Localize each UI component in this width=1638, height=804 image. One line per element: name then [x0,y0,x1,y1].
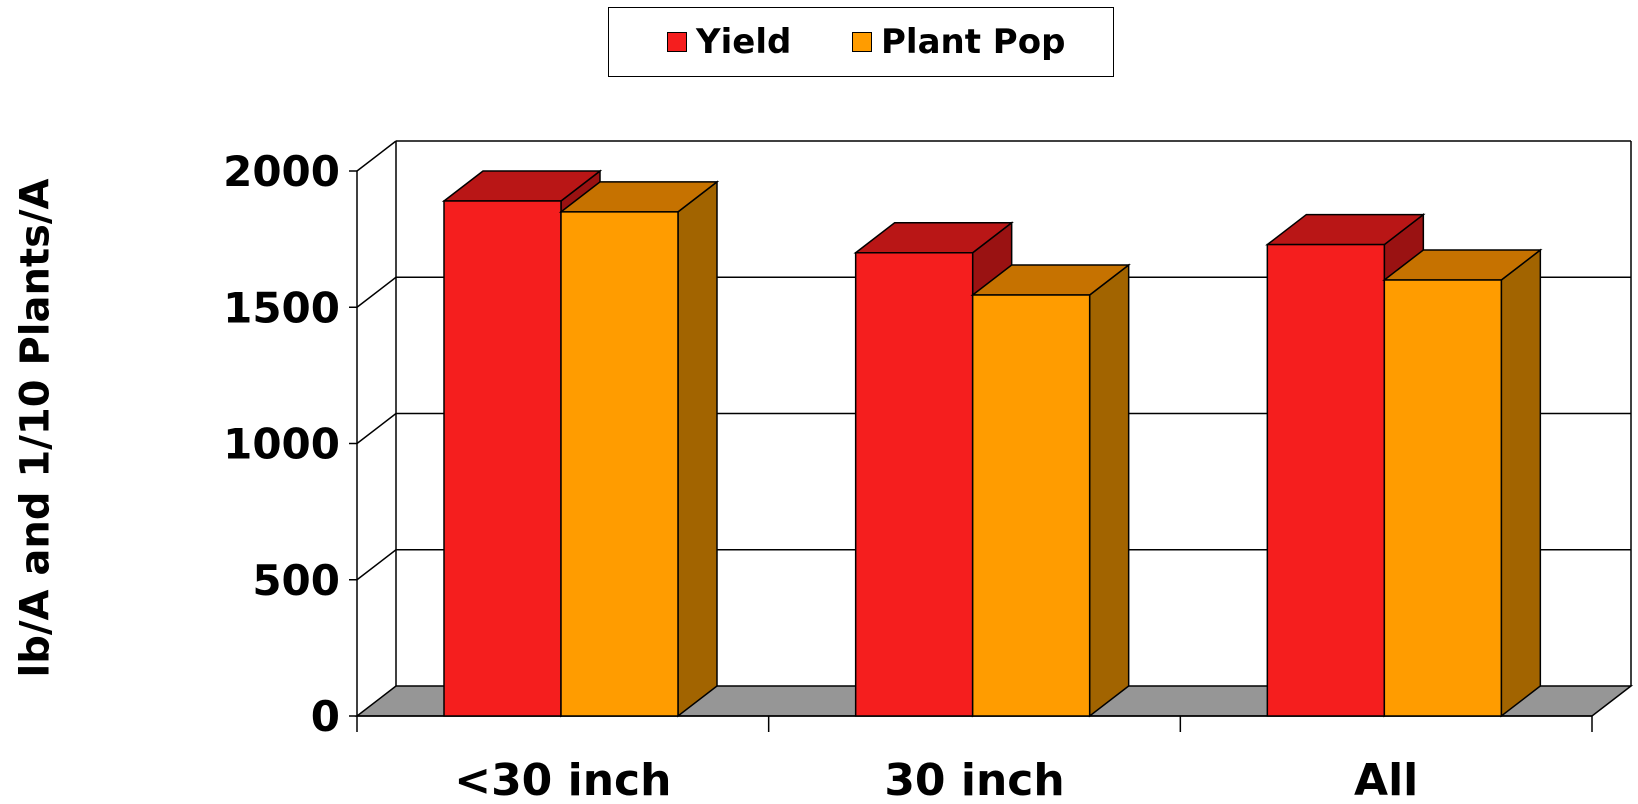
legend-item-plant-pop: Plant Pop [852,8,1065,75]
legend: Yield Plant Pop [608,7,1114,77]
bar-side-plant-pop [1500,248,1542,718]
legend-item-yield: Yield [667,8,791,75]
legend-label-yield: Yield [696,21,792,62]
bar-plant-pop [1383,279,1503,717]
side-wall-top-edge [356,140,397,172]
x-tick-label: 30 inch [884,755,1064,804]
gridline [356,549,1631,581]
x-tick-label: <30 inch [454,755,671,804]
y-tick-label: 500 [252,556,340,605]
y-tick-label: 1000 [223,420,340,469]
bar-yield [443,200,562,717]
bar-yield [1266,243,1386,717]
y-tick-label: 0 [311,692,340,741]
gridline [356,276,1631,308]
bar-plant-pop [971,294,1091,717]
legend-swatch-plant-pop [852,31,872,52]
y-tick-label: 1500 [223,283,340,332]
bar-side-plant-pop [677,180,718,718]
bar-side-plant-pop [1088,263,1130,718]
legend-label-plant-pop: Plant Pop [881,21,1066,62]
gridline [356,412,1631,445]
bar-yield [854,252,974,717]
legend-swatch-yield [667,31,687,52]
x-tick-label: All [1354,755,1418,804]
y-tick-label: 2000 [223,147,340,196]
bar-plant-pop [560,211,679,717]
